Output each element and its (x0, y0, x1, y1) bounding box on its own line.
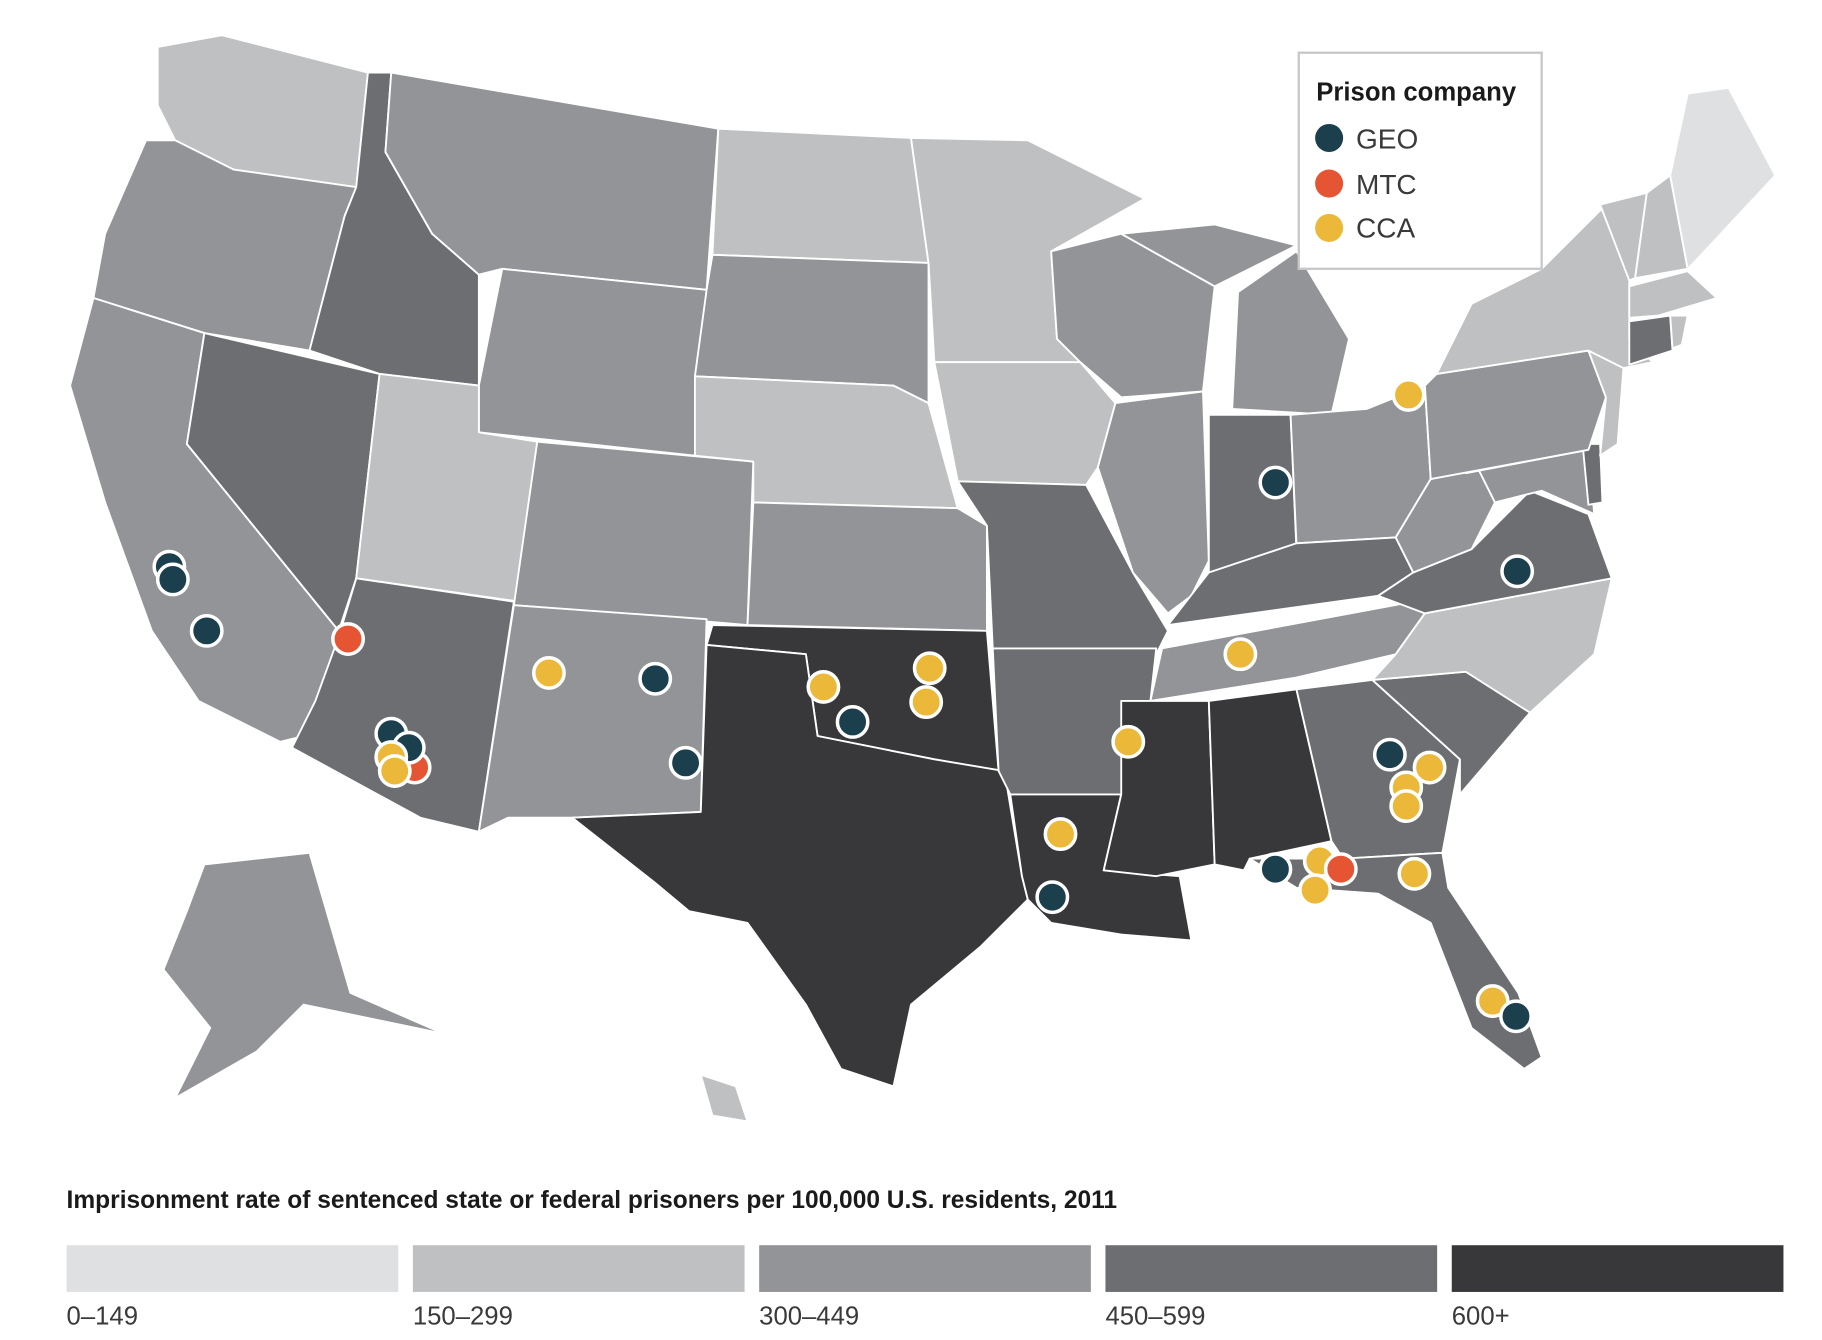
legend-title: Prison company (1316, 79, 1517, 107)
states-layer (69, 34, 1777, 1123)
facility-marker-mtc (331, 622, 365, 656)
facility-marker-cca (377, 754, 412, 788)
scale-swatch (759, 1245, 1091, 1292)
facility-markers-layer (152, 378, 1535, 1034)
scale-label: 600+ (1452, 1303, 1510, 1331)
legend-label: MTC (1356, 169, 1417, 200)
facility-marker-cca (1043, 817, 1078, 852)
state-ct (1628, 314, 1674, 366)
state-ks (746, 501, 988, 632)
scale-swatch (1451, 1245, 1784, 1292)
state-ri (1669, 314, 1689, 350)
state-mi (1120, 223, 1298, 288)
state-il (1096, 390, 1210, 615)
state-tx (571, 643, 1029, 1088)
rate-scale-legend: Imprisonment rate of sentenced state or … (66, 1187, 1784, 1331)
facility-marker-cca (1298, 873, 1333, 908)
cca-dot-icon (1315, 213, 1344, 242)
facility-marker-geo (835, 705, 870, 739)
state-ak (162, 851, 445, 1099)
state-hi (699, 1073, 749, 1123)
state-de (1581, 443, 1604, 506)
facility-marker-cca (1397, 856, 1432, 891)
scale-swatch (1105, 1245, 1438, 1292)
state-nm (477, 604, 708, 833)
facility-marker-geo (1500, 554, 1535, 589)
facility-marker-geo (155, 562, 190, 597)
legend-box (1297, 51, 1543, 270)
scale-swatch (66, 1245, 399, 1292)
mtc-dot-icon (1315, 169, 1344, 198)
facility-marker-geo (638, 661, 673, 696)
scale-label: 300–449 (759, 1303, 859, 1331)
state-ma (1628, 270, 1718, 319)
state-nd (711, 127, 930, 264)
facility-marker-cca (912, 651, 947, 686)
company-legend: Prison company GEO MTC CCA (1297, 51, 1543, 270)
facility-marker-mtc (1323, 852, 1358, 887)
facility-marker-cca (909, 685, 944, 720)
geo-dot-icon (1315, 123, 1344, 153)
legend-label: CCA (1356, 212, 1415, 243)
legend-label: GEO (1356, 124, 1418, 155)
facility-marker-geo (1499, 999, 1533, 1034)
facility-marker-cca (1391, 378, 1426, 412)
state-co (512, 440, 755, 626)
state-fl (1248, 851, 1543, 1070)
legend-item-geo: GEO (1315, 124, 1418, 155)
facility-marker-geo (1258, 852, 1293, 887)
legend-item-cca: CCA (1315, 212, 1415, 243)
state-nc (1371, 577, 1613, 714)
state-ia (933, 361, 1117, 486)
scale-label: 150–299 (413, 1303, 513, 1331)
legend-item-mtc: MTC (1315, 169, 1417, 200)
facility-marker-cca (1223, 637, 1258, 672)
state-mi (1231, 250, 1350, 416)
scale-label: 450–599 (1105, 1303, 1205, 1331)
state-mo (956, 480, 1169, 656)
facility-marker-cca (1111, 724, 1146, 759)
facility-marker-cca (806, 670, 841, 704)
scale-title: Imprisonment rate of sentenced state or … (67, 1187, 1118, 1214)
scale-label: 0–149 (67, 1303, 138, 1331)
facility-marker-geo (1372, 737, 1407, 772)
facility-marker-cca (1412, 750, 1447, 785)
facility-marker-cca (1475, 984, 1510, 1019)
facility-marker-cca (532, 655, 566, 690)
facility-marker-geo (668, 745, 703, 780)
facility-marker-cca (1389, 789, 1424, 824)
facility-marker-geo (1258, 465, 1293, 500)
state-wy (477, 267, 708, 457)
facility-marker-geo (189, 613, 224, 648)
facility-marker-geo (1035, 880, 1070, 915)
state-me (1669, 86, 1777, 270)
scale-swatch (412, 1245, 745, 1292)
